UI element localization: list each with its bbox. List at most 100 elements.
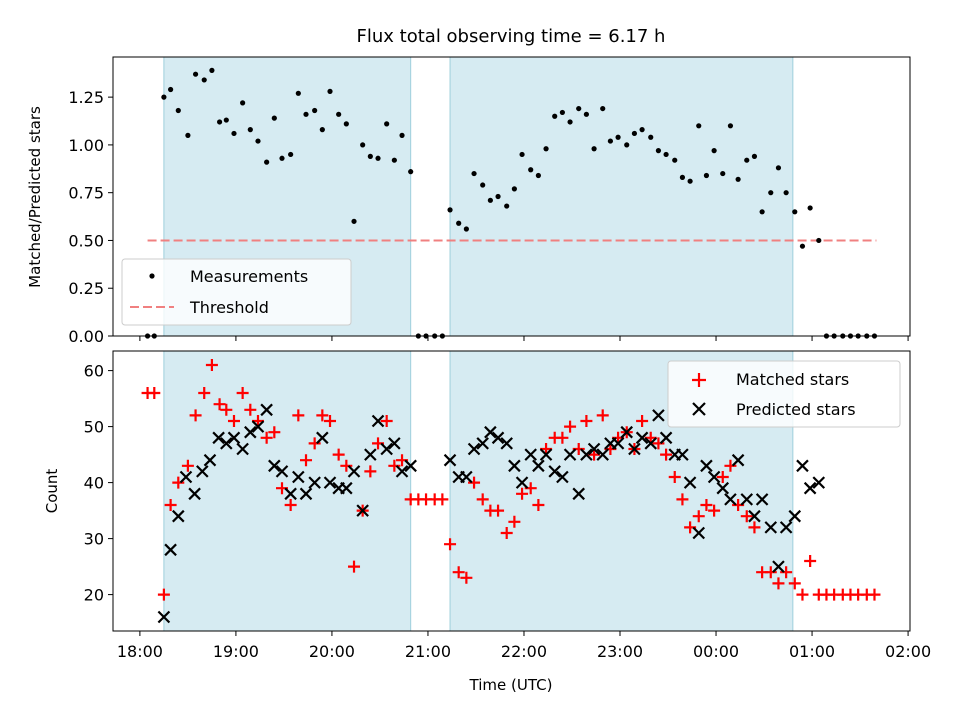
matched-star-point — [205, 359, 218, 371]
y-tick-label: 20 — [84, 586, 104, 605]
predicted-star-point — [539, 448, 553, 461]
predicted-star-point — [515, 476, 529, 489]
measurement-point — [360, 142, 366, 148]
predicted-star-point — [260, 403, 273, 417]
predicted-star-point — [755, 493, 769, 506]
measurement-point — [816, 237, 822, 244]
measurement-point — [209, 67, 215, 73]
predicted-star-point — [347, 465, 361, 478]
measurement-point — [696, 123, 702, 129]
measurement-point — [600, 105, 606, 112]
predicted-star-point — [772, 560, 785, 573]
predicted-star-point — [284, 487, 297, 501]
measurement-point — [799, 243, 806, 249]
predicted-star-point — [443, 453, 457, 467]
matched-star-point — [436, 493, 449, 506]
legend-measurements-marker — [149, 273, 155, 279]
predicted-star-point — [635, 431, 649, 445]
measurement-point — [223, 117, 229, 123]
predicted-star-point — [491, 431, 505, 445]
y-tick-label: 40 — [84, 474, 104, 493]
matched-star-point — [251, 415, 264, 427]
predicted-star-point — [683, 476, 697, 489]
measurement-point — [559, 109, 565, 116]
matched-star-point — [181, 459, 194, 472]
top-panel-title: Flux total observing time = 6.17 h — [357, 26, 666, 47]
x-tick-label: 21:00 — [405, 642, 451, 661]
measurement-point — [727, 123, 734, 129]
measurement-point — [161, 94, 167, 100]
matched-star-point — [324, 415, 337, 427]
predicted-star-point — [380, 442, 393, 456]
predicted-star-point — [227, 431, 241, 445]
y-tick-label: 1.25 — [68, 88, 104, 107]
bottom-y-axis-label: Count — [43, 469, 61, 514]
predicted-star-point — [548, 465, 561, 478]
matched-star-point — [380, 415, 393, 427]
matched-star-point — [772, 577, 785, 590]
bottom-axes-frame — [112, 350, 911, 632]
measurement-point — [720, 170, 726, 177]
matched-star-point — [213, 398, 226, 411]
measurement-point — [687, 178, 693, 184]
x-tick-label: 22:00 — [501, 642, 547, 661]
measurement-point — [367, 153, 373, 159]
measurement-point — [648, 134, 654, 140]
measurement-point — [679, 174, 686, 180]
predicted-star-point — [659, 431, 673, 445]
measurement-point — [639, 127, 645, 133]
matched-star-point — [220, 403, 233, 416]
predicted-star-point — [275, 465, 289, 478]
measurement-point — [375, 155, 381, 161]
matched-star-point — [676, 493, 689, 506]
measurement-point — [303, 111, 309, 117]
matched-star-point — [532, 499, 545, 511]
measurement-point — [336, 111, 342, 117]
predicted-star-point — [580, 448, 593, 461]
matched-star-point — [660, 448, 673, 461]
measurement-point — [487, 197, 493, 203]
y-tick-label: 0.50 — [68, 231, 104, 250]
predicted-star-point — [716, 481, 730, 495]
matched-star-point — [636, 415, 649, 427]
x-tick-label: 01:00 — [789, 642, 835, 661]
measurement-point — [343, 121, 349, 127]
predicted-star-point — [299, 487, 313, 501]
measurement-point — [295, 90, 301, 96]
matched-star-point — [268, 426, 281, 439]
predicted-star-point — [172, 509, 185, 523]
matched-star-point — [300, 454, 313, 467]
measurement-point — [543, 146, 549, 152]
y-tick-label: 1.00 — [68, 136, 104, 155]
predicted-star-point — [500, 437, 513, 450]
matched-star-point — [492, 504, 505, 517]
predicted-star-point — [707, 470, 721, 484]
predicted-star-point — [323, 476, 337, 489]
predicted-star-point — [356, 504, 369, 517]
matched-star-point — [244, 403, 257, 416]
x-tick-label: 19:00 — [213, 642, 259, 661]
matched-star-point — [476, 493, 489, 506]
predicted-star-point — [268, 459, 281, 473]
measurement-point — [504, 203, 510, 209]
predicted-star-point — [196, 465, 209, 478]
matched-star-point — [189, 409, 202, 422]
top-data-marks — [144, 67, 878, 339]
measurement-point — [511, 186, 517, 192]
matched-star-point — [724, 459, 737, 472]
measurement-point — [231, 130, 237, 137]
matched-star-point — [540, 443, 553, 455]
measurement-point — [519, 151, 525, 158]
measurement-point — [631, 130, 638, 137]
top-y-axis-label: Matched/Predicted stars — [26, 106, 44, 288]
matched-star-point — [500, 527, 513, 539]
predicted-star-point — [572, 487, 585, 501]
predicted-star-point — [532, 459, 545, 473]
predicted-star-point — [251, 420, 265, 433]
bottom-legend-box — [667, 360, 901, 428]
measurement-point — [703, 172, 710, 179]
matched-star-point — [700, 499, 713, 511]
measurement-point — [583, 111, 589, 117]
matched-star-point — [516, 487, 529, 500]
